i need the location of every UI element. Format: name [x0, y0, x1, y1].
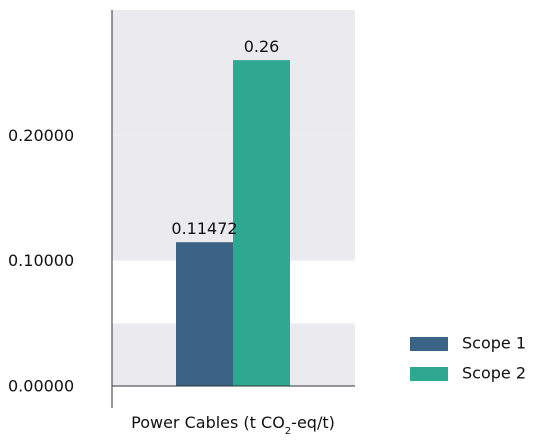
- legend-label: Scope 2: [462, 364, 526, 383]
- data-label: 0.11472: [171, 219, 237, 238]
- legend: Scope 1 Scope 2: [410, 334, 526, 383]
- data-labels: 0.11472 0.26: [171, 37, 279, 238]
- bar-scope-2: [233, 60, 290, 387]
- bar-scope-1: [176, 242, 233, 386]
- y-tick-label: 0.10000: [8, 251, 74, 270]
- legend-swatch: [410, 367, 448, 381]
- bars: [176, 60, 290, 387]
- x-axis-category: Power Cables (t CO2-eq/t): [131, 413, 335, 437]
- y-axis-ticks: 0.00000 0.10000 0.20000: [8, 126, 74, 396]
- legend-swatch: [410, 337, 448, 351]
- data-label: 0.26: [244, 37, 280, 56]
- y-tick-label: 0.20000: [8, 126, 74, 145]
- y-tick-label: 0.00000: [8, 377, 74, 396]
- category-label: Power Cables (t CO2-eq/t): [131, 413, 335, 437]
- legend-label: Scope 1: [462, 334, 526, 353]
